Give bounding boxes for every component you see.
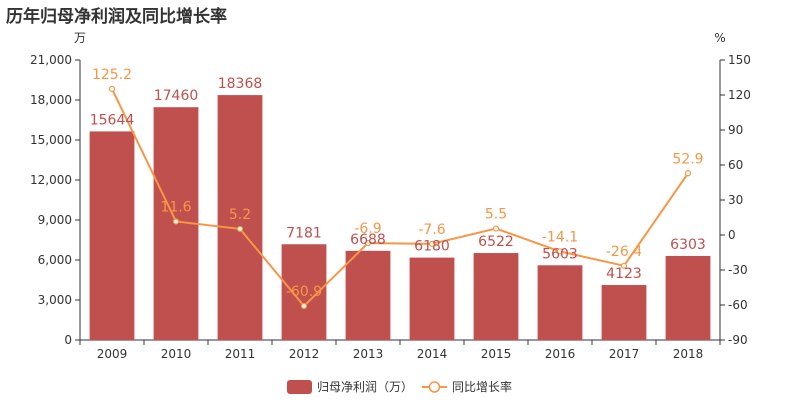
- legend-line-marker: [428, 381, 441, 393]
- line-point[interactable]: [492, 225, 500, 232]
- chart-title: 历年归母净利润及同比增长率: [6, 7, 227, 27]
- bar[interactable]: [89, 131, 135, 340]
- x-tick-label: 2010: [161, 347, 192, 361]
- x-tick-label: 2009: [97, 347, 128, 361]
- left-axis-unit: 万: [74, 31, 86, 45]
- line-data-label: -6.9: [354, 221, 381, 237]
- right-tick-label: 120: [728, 88, 751, 102]
- right-tick-label: 0: [728, 228, 736, 242]
- labels-group: 15644 17460 18368 7181 6688 6180 6522 5603 4123 6…: [90, 67, 706, 300]
- left-tick-label: 12,000: [30, 173, 72, 187]
- line-group: [108, 85, 692, 310]
- line-data-label: 52.9: [672, 151, 703, 167]
- line-point[interactable]: [300, 302, 308, 310]
- line-data-label: 5.5: [485, 207, 507, 223]
- x-tick-label: 2012: [289, 347, 320, 361]
- line-data-label: -7.6: [418, 222, 445, 238]
- x-tick-label: 2011: [225, 347, 256, 361]
- x-tick-label: 2013: [353, 347, 384, 361]
- right-tick-label: 150: [728, 53, 751, 67]
- line-point[interactable]: [108, 85, 116, 93]
- right-tick-label: -60: [728, 298, 748, 312]
- bar[interactable]: [217, 95, 263, 341]
- bar-data-label: 18368: [218, 76, 263, 92]
- bar[interactable]: [345, 250, 391, 340]
- line-data-label: -60.9: [286, 284, 322, 300]
- x-tick-label: 2015: [481, 347, 512, 361]
- bar-data-label: 5603: [542, 246, 578, 262]
- line-point[interactable]: [172, 218, 180, 225]
- bar-data-label: 6303: [670, 237, 706, 253]
- line-data-label: 11.6: [160, 199, 191, 215]
- left-tick-label: 15,000: [30, 133, 72, 147]
- line-data-label: -26.4: [606, 244, 642, 260]
- right-tick-label: 60: [728, 158, 743, 172]
- line-point[interactable]: [556, 248, 564, 255]
- left-tick-label: 6,000: [38, 253, 72, 267]
- legend-line-label: 同比增长率: [452, 379, 512, 394]
- line-point[interactable]: [428, 240, 436, 247]
- left-tick-label: 0: [64, 333, 72, 347]
- legend-bar-swatch[interactable]: [287, 380, 312, 394]
- line-point[interactable]: [236, 225, 244, 233]
- line-point[interactable]: [364, 239, 372, 247]
- legend-bar-label: 归母净利润（万）: [317, 380, 413, 394]
- right-tick-label: 90: [728, 123, 743, 137]
- axes-group: 0 3,000 6,000 9,000 12,000 15,000 18,000 21,000…: [30, 53, 751, 361]
- bar[interactable]: [601, 285, 647, 340]
- left-tick-label: 18,000: [30, 93, 72, 107]
- bar-data-label: 6180: [414, 239, 450, 255]
- bar[interactable]: [409, 257, 455, 340]
- bar-data-label: 7181: [286, 225, 322, 241]
- line-data-label: 5.2: [229, 207, 251, 223]
- x-tick-label: 2017: [609, 347, 640, 361]
- bar-data-label: 15644: [90, 112, 135, 128]
- right-tick-label: -90: [728, 333, 748, 347]
- left-tick-label: 21,000: [30, 53, 72, 67]
- right-tick-label: 30: [728, 193, 743, 207]
- bar-data-label: 6688: [350, 232, 386, 248]
- line-point[interactable]: [684, 170, 692, 177]
- bar[interactable]: [665, 255, 711, 340]
- right-tick-label: -30: [728, 263, 748, 277]
- right-axis-unit: %: [714, 31, 725, 45]
- bar-data-label: 4123: [606, 266, 642, 282]
- growth-line: [111, 88, 689, 308]
- line-data-label: -14.1: [542, 229, 578, 245]
- left-tick-label: 9,000: [38, 213, 72, 227]
- x-tick-label: 2018: [673, 347, 704, 361]
- x-tick-label: 2014: [417, 347, 448, 361]
- x-tick-label: 2016: [545, 347, 576, 361]
- bar[interactable]: [473, 253, 519, 340]
- left-tick-label: 3,000: [38, 293, 72, 307]
- bar-data-label: 6522: [478, 234, 514, 250]
- line-point[interactable]: [620, 262, 628, 269]
- line-data-label: 125.2: [92, 67, 132, 83]
- bar[interactable]: [537, 265, 583, 340]
- bar-data-label: 17460: [154, 88, 199, 104]
- bars-group: [89, 95, 711, 341]
- legend[interactable]: 归母净利润（万） 同比增长率: [287, 379, 512, 394]
